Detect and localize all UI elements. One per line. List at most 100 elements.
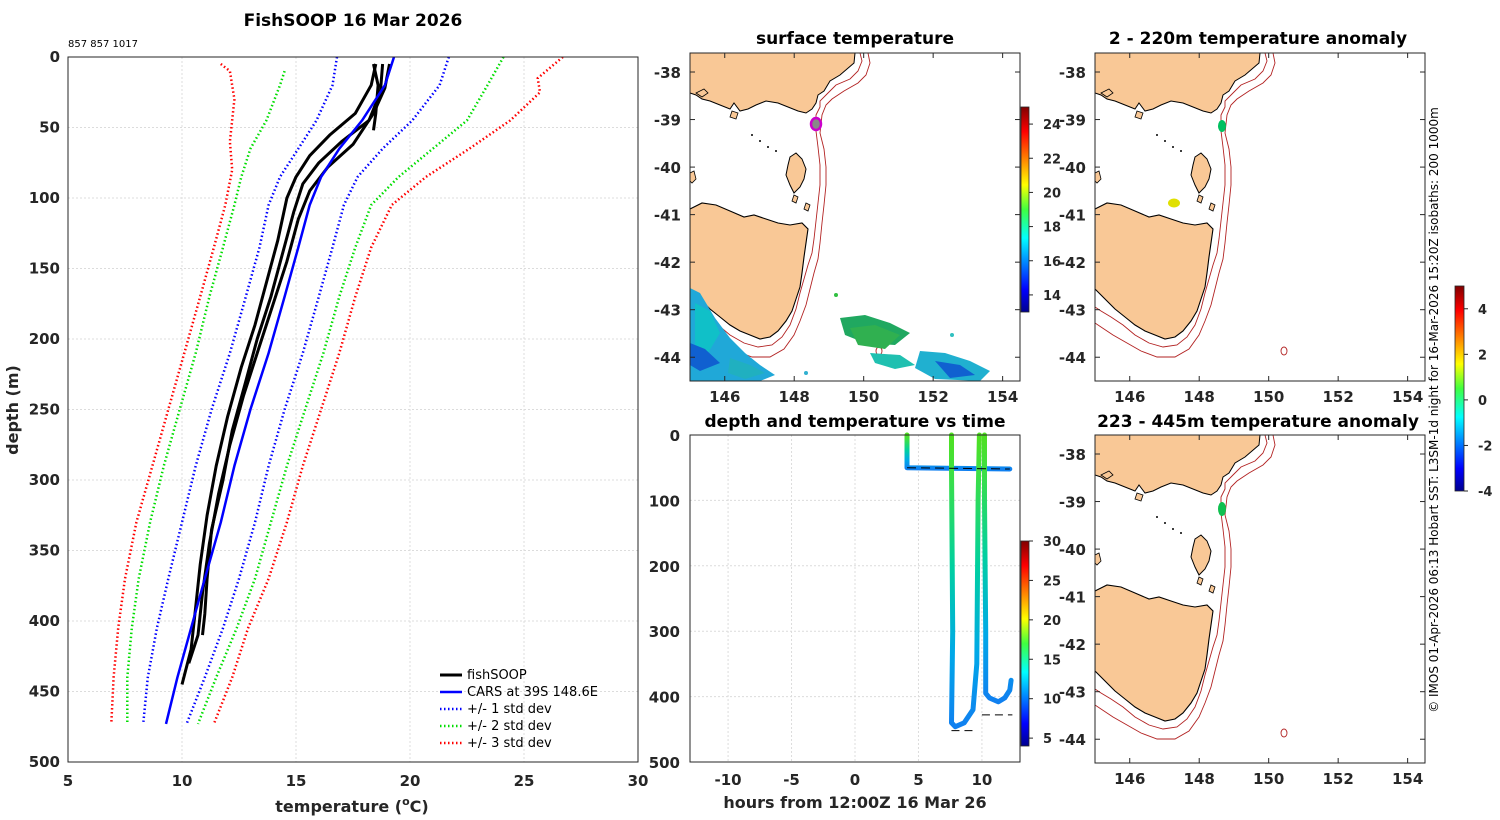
series-line--2-std-dev-7 (126, 70, 286, 724)
y-tick-label: 450 (29, 683, 60, 701)
map-x-tick-label: 150 (1253, 770, 1284, 788)
time-x-tick-label: 0 (850, 771, 860, 789)
anomaly-map-deep: 223 - 445m temperature anomaly 146 148 150… (1059, 412, 1426, 788)
y-tick-label: 400 (29, 612, 60, 630)
colorbar-tick-label: 20 (1043, 186, 1061, 201)
sst-patches (690, 288, 990, 381)
colorbar-tick-label: 20 (1043, 614, 1061, 629)
sst-marker (809, 116, 823, 132)
time-y-tick-label: 300 (649, 623, 680, 641)
map-y-tick-label: -38 (1059, 64, 1086, 82)
land-and-isobaths (690, 53, 882, 357)
colorbar-tick-label: 25 (1043, 574, 1061, 589)
map-y-tick-label: -38 (1059, 446, 1086, 464)
legend-label-std2: +/- 2 std dev (467, 719, 552, 734)
profile-ids: 857 857 1017 (68, 39, 138, 50)
map-y-tick-label: -39 (654, 112, 681, 130)
time-x-tick-label: -5 (783, 771, 800, 789)
time-x-tick-label: 10 (971, 771, 992, 789)
map-x-tick-label: 150 (848, 388, 879, 406)
time-colorbar (1020, 540, 1030, 747)
time-y-tick-label: 0 (670, 427, 680, 445)
sst-map-frame (689, 52, 1021, 382)
colorbar-tick-label: 4 (1478, 303, 1487, 318)
map-x-tick-label: 152 (1323, 388, 1354, 406)
map-y-tick-label: -42 (654, 254, 681, 272)
series-line-fishsoop-2 (187, 63, 391, 664)
time-depth-frame (689, 434, 1021, 763)
sst-map-ticks: 146 148 150 152 154 -38 -39 -40 -41 -42 -43 -44 (654, 53, 1020, 406)
y-tick-label: 350 (29, 542, 60, 560)
time-x-tick-label: -10 (715, 771, 742, 789)
y-tick-label: 100 (29, 189, 60, 207)
sst-colorbar-ticks: 14 16 18 20 22 24 (1029, 118, 1061, 304)
y-tick-label: 300 (29, 471, 60, 489)
map-y-tick-label: -44 (1059, 731, 1086, 749)
map-x-tick-label: 152 (918, 388, 949, 406)
time-y-tick-label: 500 (649, 754, 680, 772)
map-x-tick-label: 146 (709, 388, 740, 406)
anomaly-map-shallow: 2 - 220m temperature anomaly 146 148 150 15… (1059, 29, 1426, 406)
map-x-tick-label: 148 (779, 388, 810, 406)
time-depth-chart: depth and temperature vs time -10 -5 0 5 100… (649, 412, 1061, 812)
x-tick-label: 25 (514, 772, 535, 790)
time-depth-xlabel: hours from 12:00Z 16 Mar 26 (723, 793, 986, 812)
time-colorbar-ticks: 5 10 15 20 25 30 (1029, 535, 1061, 747)
colorbar-tick-label: 30 (1043, 535, 1061, 550)
series-line--3-std-dev-9 (110, 63, 236, 724)
map-x-tick-label: 154 (1392, 770, 1423, 788)
map-x-tick-label: 152 (1323, 770, 1354, 788)
y-tick-label: 200 (29, 330, 60, 348)
map-x-tick-label: 146 (1114, 770, 1145, 788)
map-y-tick-label: -38 (654, 64, 681, 82)
series-line-fishsoop-0 (180, 63, 378, 685)
sst-map: surface temperature (654, 29, 1061, 406)
y-tick-label: 50 (39, 119, 60, 137)
time-depth-title: depth and temperature vs time (705, 412, 1006, 432)
map-x-tick-label: 146 (1114, 388, 1145, 406)
profile-series (110, 57, 564, 725)
y-tick-label: 0 (50, 48, 60, 66)
colorbar-tick-label: 0 (1478, 394, 1487, 409)
legend-label-std3: +/- 3 std dev (467, 736, 552, 751)
anomaly-map-deep-ticks: 146 148 150 152 154 -38 -39 -40 -41 -42 -43 -44 (1059, 435, 1425, 788)
x-tick-label: 15 (286, 772, 307, 790)
colorbar-tick-label: 15 (1043, 653, 1061, 668)
legend-label-std1: +/- 1 std dev (467, 702, 552, 717)
legend-label-cars: CARS at 39S 148.6E (467, 685, 598, 700)
profile-chart: FishSOOP 16 Mar 2026 857 857 1017 5 10 15 2… (3, 11, 648, 816)
sst-map-geo (690, 53, 990, 381)
profile-frame (67, 56, 639, 763)
anomaly-marker-deep (1218, 502, 1226, 516)
map-x-tick-label: 154 (987, 388, 1018, 406)
series-line--1-std-dev-5 (141, 57, 339, 725)
x-tick-label: 5 (63, 772, 73, 790)
anomaly-map-shallow-ticks: 146 148 150 152 154 -38 -39 -40 -41 -42 -43 -44 (1059, 53, 1425, 406)
map-x-tick-label: 150 (1253, 388, 1284, 406)
colorbar-tick-label: 18 (1043, 221, 1061, 236)
anomaly-map-deep-frame (1094, 434, 1426, 764)
map-x-tick-label: 154 (1392, 388, 1423, 406)
profile-grid (67, 56, 639, 763)
anomaly-colorbar (1454, 285, 1465, 492)
anomaly-marker-shallow-1 (1218, 120, 1226, 132)
x-axis-label: temperature (oC) (275, 795, 428, 816)
x-tick-label: 10 (172, 772, 193, 790)
series-line--3-std-dev-10 (212, 57, 564, 725)
map-y-tick-label: -42 (1059, 636, 1086, 654)
credit-text: © IMOS 01-Apr-2026 06:13 Hobart SST: L3S… (1427, 107, 1441, 713)
surface-transit-line (907, 467, 1010, 470)
anomaly-map-deep-title: 223 - 445m temperature anomaly (1097, 412, 1419, 432)
map-y-tick-label: -41 (1059, 207, 1086, 225)
map-y-tick-label: -40 (1059, 541, 1086, 559)
map-y-tick-label: -41 (1059, 589, 1086, 607)
anomaly-colorbar-ticks: -4 -2 0 2 4 (1464, 303, 1492, 500)
anomaly-map-shallow-frame (1094, 52, 1426, 382)
time-y-tick-label: 100 (649, 492, 680, 510)
y-tick-label: 250 (29, 401, 60, 419)
map-y-tick-label: -40 (654, 159, 681, 177)
profile-ticks: 5 10 15 20 25 3005010015020025030035040045050… (29, 48, 649, 790)
map-y-tick-label: -43 (1059, 302, 1086, 320)
colorbar-tick-label: 22 (1043, 152, 1061, 167)
